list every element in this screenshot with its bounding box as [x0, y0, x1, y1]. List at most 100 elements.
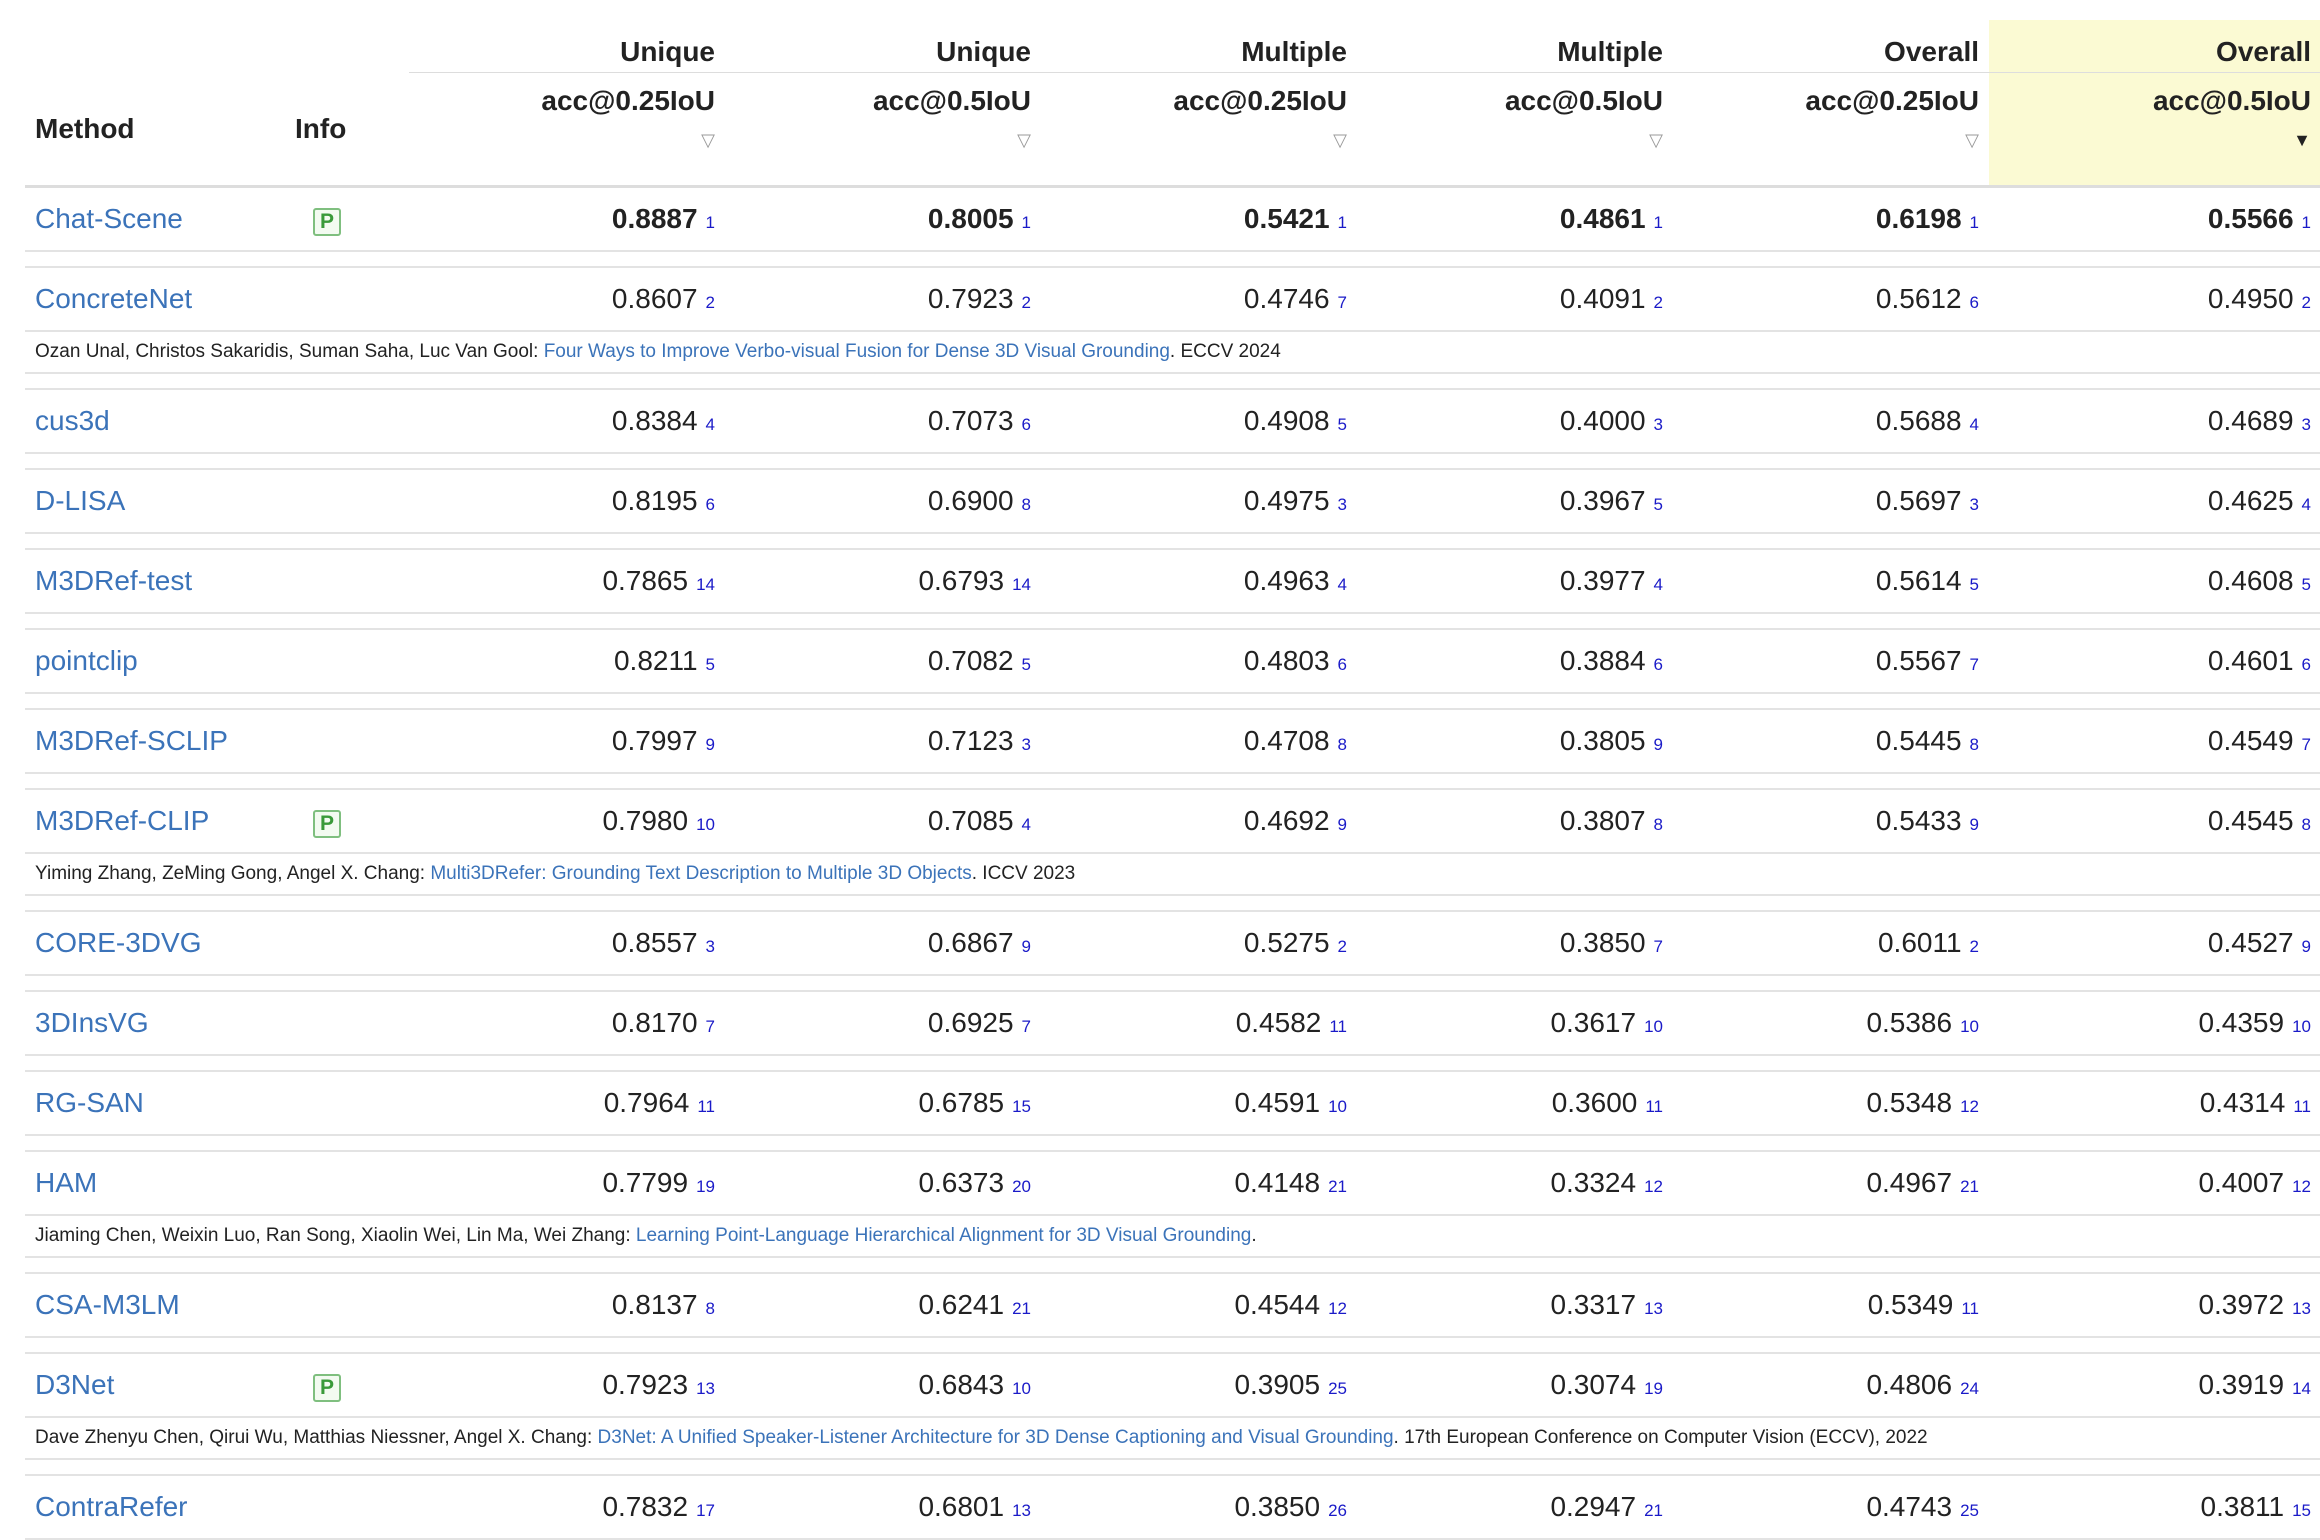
sort-overall-05-column[interactable]: acc@0.5IoU ▼: [1989, 72, 2320, 188]
sort-multiple-025-column[interactable]: acc@0.25IoU ▽: [1041, 72, 1357, 188]
score-cell: 0.4601 6: [1989, 629, 2320, 694]
method-link[interactable]: M3DRef-SCLIP: [35, 725, 228, 756]
method-link[interactable]: D3Net: [35, 1369, 115, 1400]
sort-arrow-active-icon[interactable]: ▼: [2293, 130, 2311, 150]
row-spacer: [25, 373, 2320, 390]
score-value: 0.4007: [2198, 1167, 2285, 1198]
rank-value: 3: [1337, 495, 1347, 514]
method-link[interactable]: 3DInsVG: [35, 1007, 149, 1038]
rank-value: 19: [1644, 1379, 1663, 1398]
citation-paper-link[interactable]: Multi3DRefer: Grounding Text Description…: [430, 863, 972, 884]
metric-label: acc@0.25IoU: [541, 85, 715, 116]
score-value: 0.3807: [1559, 805, 1646, 836]
rank-value: 11: [1645, 1097, 1663, 1116]
method-link[interactable]: CSA-M3LM: [35, 1289, 180, 1320]
score-value: 0.3905: [1234, 1369, 1321, 1400]
score-value: 0.5433: [1875, 805, 1962, 836]
rank-value: 1: [1337, 213, 1347, 232]
sort-arrow-icon[interactable]: ▽: [1965, 130, 1979, 150]
rank-value: 4: [1021, 815, 1031, 834]
method-cell: ContraRefer: [25, 1475, 285, 1540]
metric-label: acc@0.25IoU: [1805, 85, 1979, 116]
table-row: CORE-3DVG 0.8557 3 0.6867 9 0.5275 2 0.3850 7 0.6…: [25, 911, 2320, 976]
sort-multiple-05-column[interactable]: acc@0.5IoU ▽: [1357, 72, 1673, 188]
rank-value: 15: [1012, 1097, 1031, 1116]
citation-paper-link[interactable]: Four Ways to Improve Verbo-visual Fusion…: [543, 341, 1170, 362]
score-cell: 0.4544 12: [1041, 1273, 1357, 1338]
row-spacer-cell: [25, 251, 2320, 268]
method-link[interactable]: CORE-3DVG: [35, 927, 202, 958]
rank-value: 6: [2301, 655, 2311, 674]
header-group-overall-025: Overall: [1673, 20, 1989, 73]
method-link[interactable]: Chat-Scene: [35, 203, 183, 234]
rank-value: 10: [1960, 1017, 1979, 1036]
score-cell: 0.3977 4: [1357, 549, 1673, 614]
table-row: cus3d 0.8384 4 0.7073 6 0.4908 5 0.4000 3 0.5688 4…: [25, 389, 2320, 454]
citation-paper-link[interactable]: D3Net: A Unified Speaker-Listener Archit…: [597, 1427, 1394, 1448]
method-link[interactable]: pointclip: [35, 645, 138, 676]
method-link[interactable]: HAM: [35, 1167, 98, 1198]
rank-value: 1: [1969, 213, 1979, 232]
score-cell: 0.6801 13: [725, 1475, 1041, 1540]
metric-label: acc@0.25IoU: [1173, 85, 1347, 116]
score-value: 0.2947: [1550, 1491, 1637, 1522]
rank-value: 7: [1969, 655, 1979, 674]
header-group-multiple-05: Multiple: [1357, 20, 1673, 73]
sort-overall-025-column[interactable]: acc@0.25IoU ▽: [1673, 72, 1989, 188]
method-link[interactable]: D-LISA: [35, 485, 126, 516]
score-cell: 0.3807 8: [1357, 789, 1673, 854]
rank-value: 7: [2301, 735, 2311, 754]
metric-label: acc@0.5IoU: [2152, 85, 2311, 116]
table-row: RG-SAN 0.7964 11 0.6785 15 0.4591 10 0.3600 11 0.…: [25, 1071, 2320, 1136]
score-value: 0.4582: [1235, 1007, 1322, 1038]
sort-arrow-icon[interactable]: ▽: [1017, 130, 1031, 150]
publication-badge-icon[interactable]: P: [313, 809, 341, 838]
score-cell: 0.4743 25: [1673, 1475, 1989, 1540]
sort-arrow-icon[interactable]: ▽: [1333, 130, 1347, 150]
score-cell: 0.4963 4: [1041, 549, 1357, 614]
score-cell: 0.5566 1: [1989, 185, 2320, 252]
score-cell: 0.4625 4: [1989, 469, 2320, 534]
citation-authors: Yiming Zhang, ZeMing Gong, Angel X. Chan…: [35, 863, 431, 884]
info-cell: [285, 389, 409, 454]
table-row: CSA-M3LM 0.8137 8 0.6241 21 0.4544 12 0.3317 13 0…: [25, 1273, 2320, 1338]
rank-value: 9: [705, 735, 715, 754]
row-spacer: [25, 453, 2320, 470]
score-value: 0.4601: [2207, 645, 2294, 676]
info-cell: [285, 629, 409, 694]
score-value: 0.6793: [918, 565, 1005, 596]
sort-unique-025-column[interactable]: acc@0.25IoU ▽: [409, 72, 725, 188]
score-cell: 0.4708 8: [1041, 709, 1357, 774]
score-value: 0.8384: [611, 405, 698, 436]
metric-label: acc@0.5IoU: [872, 85, 1031, 116]
score-cell: 0.3805 9: [1357, 709, 1673, 774]
rank-value: 3: [1021, 735, 1031, 754]
score-cell: 0.7082 5: [725, 629, 1041, 694]
sort-arrow-icon[interactable]: ▽: [1649, 130, 1663, 150]
score-value: 0.7865: [602, 565, 689, 596]
method-link[interactable]: ContraRefer: [35, 1491, 188, 1522]
score-value: 0.5688: [1875, 405, 1962, 436]
publication-badge-icon[interactable]: P: [313, 207, 341, 236]
sort-unique-05-column[interactable]: acc@0.5IoU ▽: [725, 72, 1041, 188]
method-link[interactable]: RG-SAN: [35, 1087, 144, 1118]
method-cell: Chat-Scene: [25, 185, 285, 252]
publication-badge-icon[interactable]: P: [313, 1373, 341, 1402]
score-value: 0.3805: [1559, 725, 1646, 756]
sort-arrow-icon[interactable]: ▽: [701, 130, 715, 150]
rank-value: 2: [1021, 293, 1031, 312]
rank-value: 4: [1337, 575, 1347, 594]
rank-value: 14: [696, 575, 715, 594]
score-cell: 0.5612 6: [1673, 267, 1989, 332]
citation-paper-link[interactable]: Learning Point-Language Hierarchical Ali…: [635, 1225, 1252, 1246]
method-cell: CSA-M3LM: [25, 1273, 285, 1338]
score-cell: 0.4091 2: [1357, 267, 1673, 332]
rank-value: 6: [705, 495, 715, 514]
method-link[interactable]: M3DRef-CLIP: [35, 805, 210, 836]
rank-value: 12: [1960, 1097, 1979, 1116]
score-value: 0.4806: [1866, 1369, 1953, 1400]
method-link[interactable]: M3DRef-test: [35, 565, 193, 596]
score-value: 0.8211: [613, 645, 698, 676]
method-link[interactable]: ConcreteNet: [35, 283, 193, 314]
method-link[interactable]: cus3d: [35, 405, 110, 436]
